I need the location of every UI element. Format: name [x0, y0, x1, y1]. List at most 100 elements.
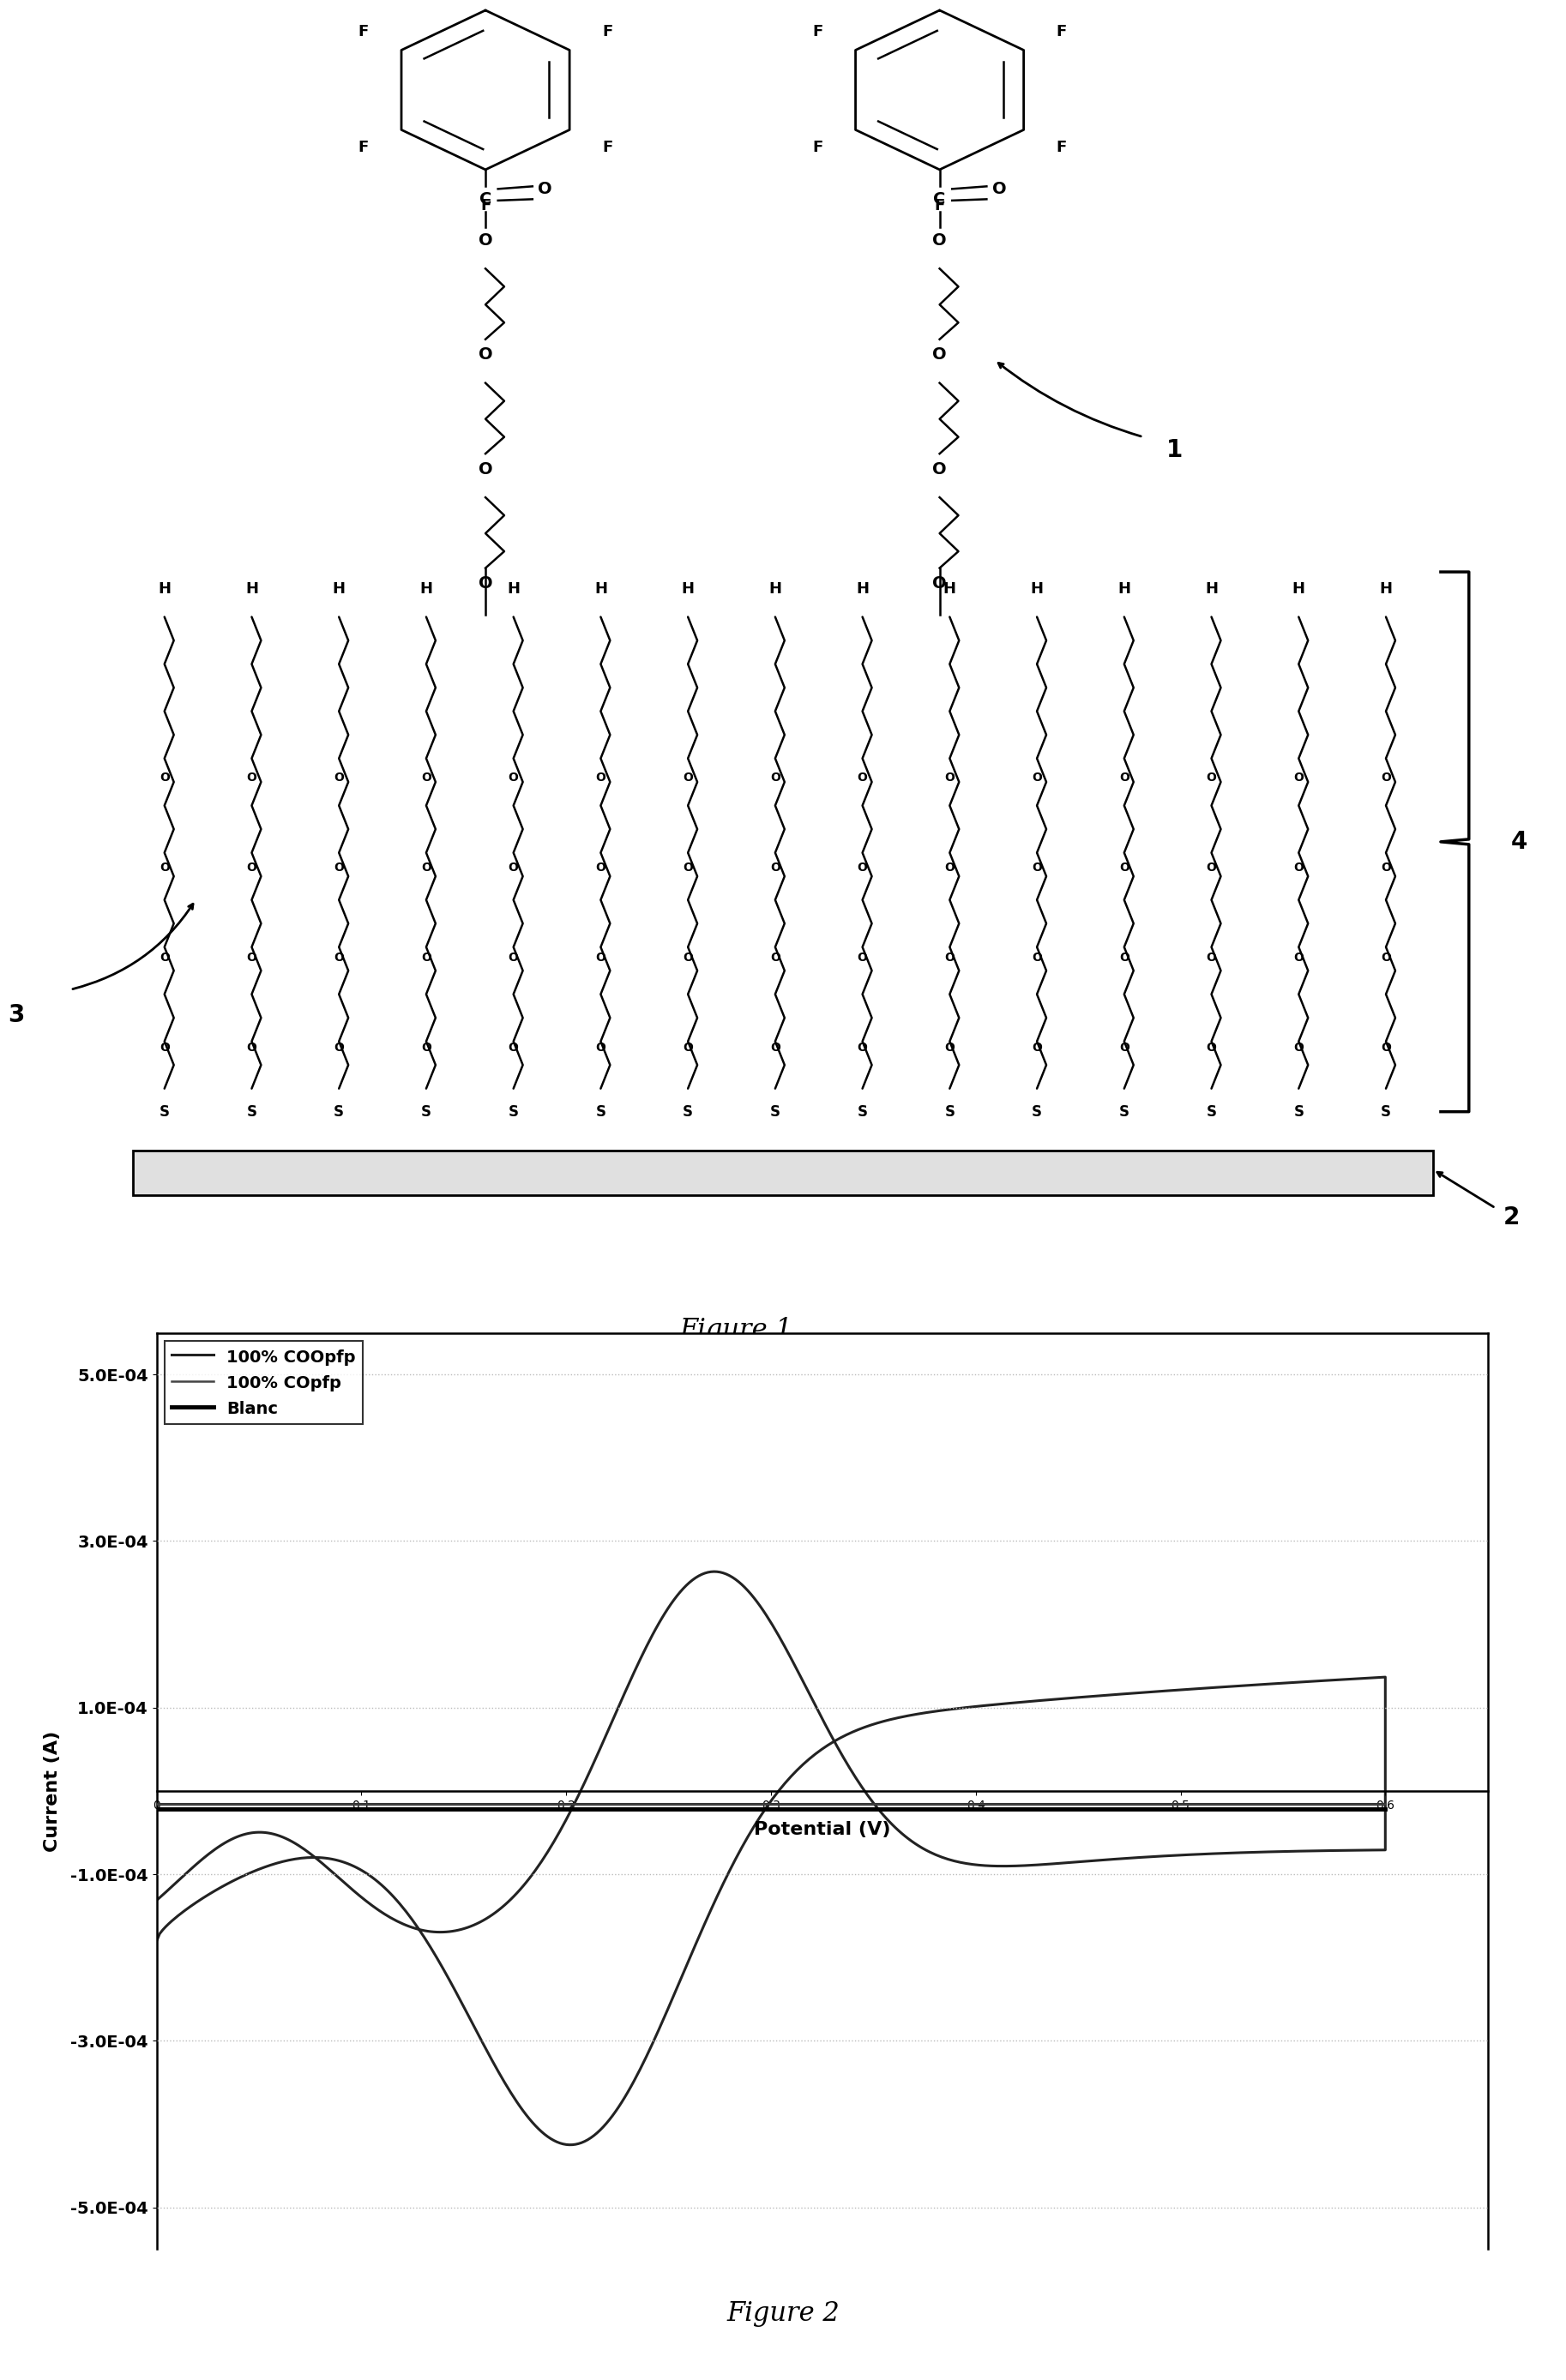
Text: F: F	[481, 198, 490, 214]
Text: O: O	[1294, 862, 1304, 873]
Text: F: F	[813, 140, 822, 155]
Text: H: H	[420, 581, 432, 597]
Text: O: O	[770, 771, 780, 783]
Text: O: O	[944, 952, 955, 964]
Text: S: S	[683, 1104, 694, 1119]
Text: O: O	[857, 771, 868, 783]
Text: 2: 2	[1503, 1204, 1521, 1228]
100% COOpfp	[1176, 1676, 1195, 1704]
Text: H: H	[507, 581, 520, 597]
Text: F: F	[813, 24, 822, 40]
Text: O: O	[857, 952, 868, 964]
Text: O: O	[246, 862, 257, 873]
Text: F: F	[935, 198, 944, 214]
Text: O: O	[246, 1042, 257, 1054]
Text: O: O	[857, 1042, 868, 1054]
Text: S: S	[770, 1104, 780, 1119]
Text: H: H	[1292, 581, 1304, 597]
Text: O: O	[683, 862, 694, 873]
Text: H: H	[1204, 581, 1218, 597]
Text: O: O	[246, 771, 257, 783]
Text: O: O	[421, 771, 431, 783]
Text: O: O	[1032, 952, 1041, 964]
Legend: 100% COOpfp, 100% COpfp, Blanc: 100% COOpfp, 100% COpfp, Blanc	[164, 1342, 362, 1423]
Text: O: O	[932, 576, 947, 593]
Text: O: O	[1294, 1042, 1304, 1054]
Text: O: O	[683, 952, 694, 964]
Text: O: O	[478, 576, 493, 593]
Text: F: F	[1057, 140, 1066, 155]
Text: O: O	[537, 181, 553, 198]
Text: O: O	[160, 771, 169, 783]
Text: O: O	[160, 1042, 169, 1054]
Bar	[133, 1150, 1433, 1195]
Text: O: O	[509, 952, 518, 964]
Text: O: O	[421, 1042, 431, 1054]
Text: O: O	[160, 862, 169, 873]
Text: O: O	[509, 1042, 518, 1054]
Text: S: S	[160, 1104, 169, 1119]
100% COOpfp	[298, 1837, 316, 1866]
Text: F: F	[359, 24, 368, 40]
Text: O: O	[478, 347, 493, 362]
Text: H: H	[158, 581, 171, 597]
Text: Figure 1: Figure 1	[680, 1316, 792, 1342]
Text: O: O	[683, 771, 694, 783]
Text: O: O	[1381, 862, 1391, 873]
Text: F: F	[359, 140, 368, 155]
Text: H: H	[1118, 581, 1131, 597]
Text: O: O	[1032, 771, 1041, 783]
Text: O: O	[1206, 952, 1217, 964]
Text: O: O	[1120, 952, 1129, 964]
Text: S: S	[1206, 1104, 1217, 1119]
Text: S: S	[1294, 1104, 1304, 1119]
Text: S: S	[1120, 1104, 1129, 1119]
Text: S: S	[1381, 1104, 1391, 1119]
Text: O: O	[509, 862, 518, 873]
100% COOpfp	[482, 2047, 501, 2075]
X-axis label: Potential (V): Potential (V)	[753, 1821, 891, 1837]
Text: O: O	[1120, 1042, 1129, 1054]
Text: 4: 4	[1511, 831, 1528, 854]
100% COOpfp	[561, 2130, 579, 2159]
Text: O: O	[595, 771, 606, 783]
Text: O: O	[932, 462, 947, 478]
Text: 3: 3	[8, 1004, 25, 1028]
Text: O: O	[1120, 771, 1129, 783]
100% COOpfp	[147, 1885, 166, 1914]
Text: S: S	[334, 1104, 345, 1119]
Text: F: F	[1057, 24, 1066, 40]
Text: O: O	[1381, 1042, 1391, 1054]
Text: O: O	[334, 771, 345, 783]
Text: F: F	[603, 24, 612, 40]
Text: O: O	[944, 1042, 955, 1054]
Text: O: O	[991, 181, 1007, 198]
100% COOpfp	[739, 1823, 758, 1852]
Text: O: O	[1032, 1042, 1041, 1054]
Line: 100% COOpfp: 100% COOpfp	[157, 1571, 1386, 2144]
Text: C: C	[479, 190, 492, 207]
Text: H: H	[943, 581, 957, 597]
100% COOpfp	[147, 1928, 166, 1956]
Text: O: O	[160, 952, 169, 964]
100% COOpfp	[1037, 1685, 1055, 1714]
Text: H: H	[857, 581, 869, 597]
Text: O: O	[595, 862, 606, 873]
Text: S: S	[944, 1104, 955, 1119]
Text: S: S	[421, 1104, 431, 1119]
Text: S: S	[595, 1104, 606, 1119]
Text: H: H	[332, 581, 346, 597]
Text: S: S	[1032, 1104, 1041, 1119]
Text: S: S	[857, 1104, 868, 1119]
Text: O: O	[334, 1042, 345, 1054]
Text: O: O	[595, 952, 606, 964]
Text: H: H	[1030, 581, 1043, 597]
100% COOpfp	[705, 1557, 723, 1585]
Text: O: O	[1206, 771, 1217, 783]
Y-axis label: Current (A): Current (A)	[44, 1730, 61, 1852]
Text: O: O	[334, 862, 345, 873]
Text: O: O	[944, 862, 955, 873]
Text: H: H	[594, 581, 608, 597]
Text: O: O	[770, 1042, 780, 1054]
Text: O: O	[1294, 771, 1304, 783]
